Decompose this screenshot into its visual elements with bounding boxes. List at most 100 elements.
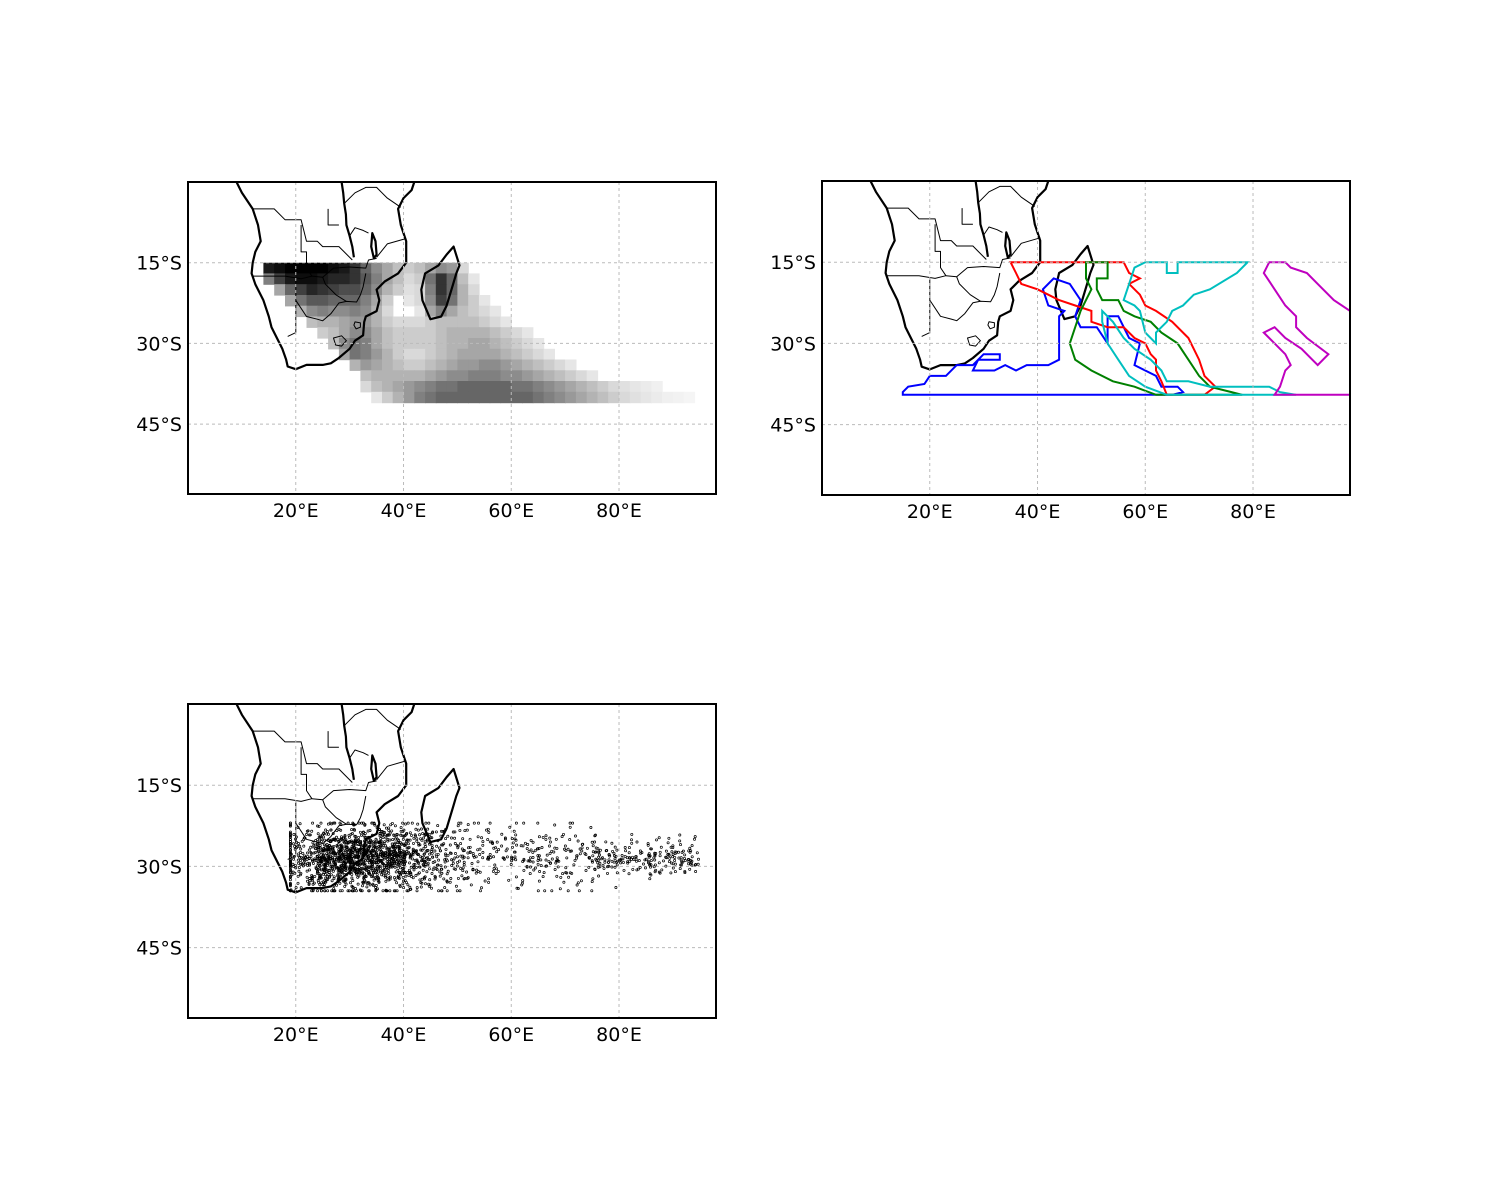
density-cell bbox=[295, 295, 308, 307]
scatter-point bbox=[449, 877, 453, 880]
scatter-point bbox=[638, 865, 642, 869]
scatter-point bbox=[456, 855, 459, 859]
scatter-point bbox=[448, 843, 452, 847]
scatter-point bbox=[459, 842, 463, 846]
scatter-point bbox=[624, 849, 628, 853]
scatter-point bbox=[479, 889, 482, 893]
great-lakes-coastline bbox=[974, 181, 989, 257]
scatter-point bbox=[561, 872, 565, 876]
density-cell bbox=[478, 348, 491, 361]
scatter-point bbox=[377, 855, 381, 859]
scatter-point bbox=[416, 828, 420, 832]
density-cell bbox=[457, 284, 469, 296]
scatter-point bbox=[514, 821, 518, 825]
scatter-point bbox=[299, 850, 302, 854]
density-cell bbox=[511, 381, 523, 393]
scatter-point bbox=[420, 838, 424, 842]
scatter-point bbox=[357, 871, 361, 875]
scatter-point bbox=[690, 863, 694, 867]
scatter-point bbox=[345, 846, 349, 850]
scatter-point bbox=[577, 889, 581, 893]
scatter-point bbox=[680, 850, 684, 854]
scatter-point bbox=[590, 880, 594, 884]
scatter-point bbox=[299, 871, 303, 875]
density-cell bbox=[360, 295, 372, 307]
density-cell bbox=[382, 359, 394, 371]
density-cell bbox=[295, 262, 308, 275]
scatter-point bbox=[613, 854, 616, 858]
x-tick-label: 40°E bbox=[1015, 501, 1061, 523]
density-cell bbox=[371, 370, 383, 382]
y-tick-label: 45°S bbox=[770, 415, 816, 437]
scatter-point bbox=[385, 860, 389, 864]
scatter-point bbox=[353, 866, 357, 870]
scatter-point bbox=[463, 829, 467, 833]
scatter-point bbox=[424, 845, 428, 849]
scatter-point bbox=[477, 821, 480, 825]
scatter-point bbox=[412, 841, 415, 845]
scatter-point bbox=[374, 876, 378, 880]
density-cell bbox=[349, 284, 361, 296]
scatter-point bbox=[323, 847, 327, 851]
scatter-point bbox=[318, 875, 322, 879]
density-cell bbox=[489, 348, 502, 361]
scatter-point bbox=[461, 837, 465, 841]
scatter-point bbox=[543, 889, 547, 893]
scatter-point bbox=[393, 837, 397, 841]
scatter-point bbox=[531, 860, 535, 864]
scatter-point bbox=[332, 875, 336, 879]
scatter-point bbox=[361, 821, 365, 825]
scatter-point bbox=[342, 860, 346, 864]
density-cell bbox=[468, 316, 480, 328]
density-cell bbox=[285, 273, 297, 285]
scatter-point bbox=[296, 844, 300, 848]
density-cell bbox=[392, 348, 405, 361]
scatter-point bbox=[583, 851, 587, 855]
scatter-point bbox=[554, 837, 558, 841]
africa-coastline bbox=[235, 182, 416, 371]
scatter-point bbox=[349, 847, 353, 851]
density-cell bbox=[285, 284, 297, 296]
scatter-point bbox=[356, 851, 359, 855]
y-tick-labels: 15°S 30°S 45°S bbox=[136, 253, 182, 436]
scatter-point bbox=[345, 873, 348, 877]
scatter-point bbox=[438, 846, 441, 850]
density-cell bbox=[619, 381, 631, 393]
scatter-point bbox=[373, 845, 377, 849]
scatter-point bbox=[597, 874, 601, 878]
scatter-point bbox=[510, 859, 514, 863]
scatter-point bbox=[594, 846, 598, 850]
density-cell bbox=[274, 284, 286, 296]
scatter-point bbox=[320, 840, 324, 843]
scatter-point bbox=[368, 883, 372, 887]
scatter-point bbox=[412, 865, 416, 869]
scatter-point bbox=[319, 821, 323, 825]
scatter-point bbox=[357, 874, 361, 878]
scatter-point bbox=[333, 838, 337, 842]
scatter-point bbox=[398, 866, 402, 870]
scatter-point bbox=[509, 863, 513, 866]
scatter-point bbox=[424, 882, 427, 886]
scatter-point bbox=[288, 823, 292, 827]
scatter-point bbox=[613, 845, 617, 849]
scatter-point bbox=[300, 862, 304, 866]
country-border bbox=[300, 225, 313, 277]
scatter-point bbox=[362, 858, 366, 862]
density-cell bbox=[651, 391, 663, 404]
scatter-point bbox=[356, 841, 360, 845]
scatter-point bbox=[425, 870, 429, 874]
scatter-point bbox=[387, 828, 391, 832]
density-cell bbox=[500, 381, 512, 393]
scatter-point bbox=[500, 832, 504, 836]
scatter-point bbox=[488, 853, 492, 856]
scatter-point bbox=[367, 871, 371, 875]
scatter-point bbox=[403, 842, 407, 846]
scatter-point bbox=[332, 852, 336, 856]
scatter-point bbox=[600, 857, 604, 861]
scatter-point bbox=[521, 844, 525, 848]
scatter-point bbox=[459, 866, 463, 870]
density-cell bbox=[435, 316, 448, 328]
scatter-point bbox=[346, 889, 350, 893]
scatter-point bbox=[591, 854, 595, 858]
scatter-point bbox=[326, 878, 330, 881]
